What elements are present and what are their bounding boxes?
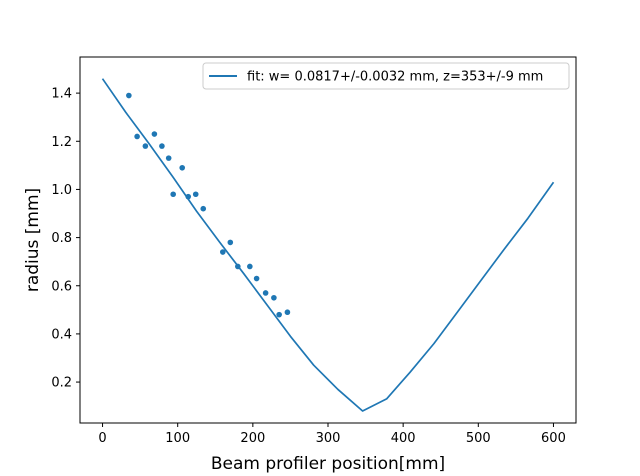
x-axis-label: Beam profiler position[mm] — [211, 454, 445, 474]
y-tick-label: 1.0 — [51, 183, 72, 198]
data-point — [185, 193, 192, 200]
y-tick-label: 0.8 — [51, 231, 72, 246]
plot-area — [101, 78, 555, 412]
x-tick-label: 600 — [541, 431, 566, 446]
data-point — [165, 155, 172, 161]
data-point — [284, 309, 291, 316]
y-axis-ticks: 0.2 0.4 0.6 0.8 1.0 1.2 1.4 — [51, 87, 80, 391]
legend-label: fit: w= 0.0817+/-0.0032 mm, z=353+/-9 mm — [247, 70, 543, 85]
data-point — [142, 143, 149, 149]
x-tick-label: 300 — [316, 431, 341, 446]
data-point — [219, 249, 226, 255]
y-axis-label: radius [mm] — [23, 188, 43, 292]
x-tick-label: 200 — [240, 431, 265, 446]
data-point — [227, 239, 234, 246]
data-point — [235, 263, 241, 270]
data-points-layer — [126, 92, 291, 318]
data-point — [276, 311, 282, 318]
data-point — [151, 131, 158, 137]
y-tick-label: 1.2 — [51, 135, 72, 150]
data-point — [253, 275, 260, 282]
data-point — [247, 263, 253, 270]
x-tick-label: 0 — [98, 431, 106, 446]
data-point — [126, 92, 132, 99]
data-point — [159, 143, 165, 149]
x-tick-label: 100 — [165, 431, 190, 446]
fit-line-layer — [101, 78, 555, 412]
data-point — [192, 191, 199, 198]
data-point — [179, 164, 186, 171]
x-tick-label: 400 — [391, 431, 416, 446]
data-point — [262, 290, 269, 296]
data-point — [170, 191, 176, 198]
data-point — [134, 133, 140, 140]
x-tick-label: 500 — [466, 431, 491, 446]
legend: fit: w= 0.0817+/-0.0032 mm, z=353+/-9 mm — [202, 62, 570, 90]
y-tick-label: 0.6 — [51, 279, 72, 294]
y-tick-label: 1.4 — [51, 87, 72, 102]
data-point — [200, 205, 207, 212]
y-tick-label: 0.2 — [51, 376, 72, 391]
fit-line — [101, 78, 555, 412]
y-tick-label: 0.4 — [51, 327, 72, 342]
data-point — [271, 294, 277, 301]
x-axis-ticks: 0 100 200 300 400 500 600 — [98, 423, 566, 446]
legend-box — [202, 62, 570, 90]
